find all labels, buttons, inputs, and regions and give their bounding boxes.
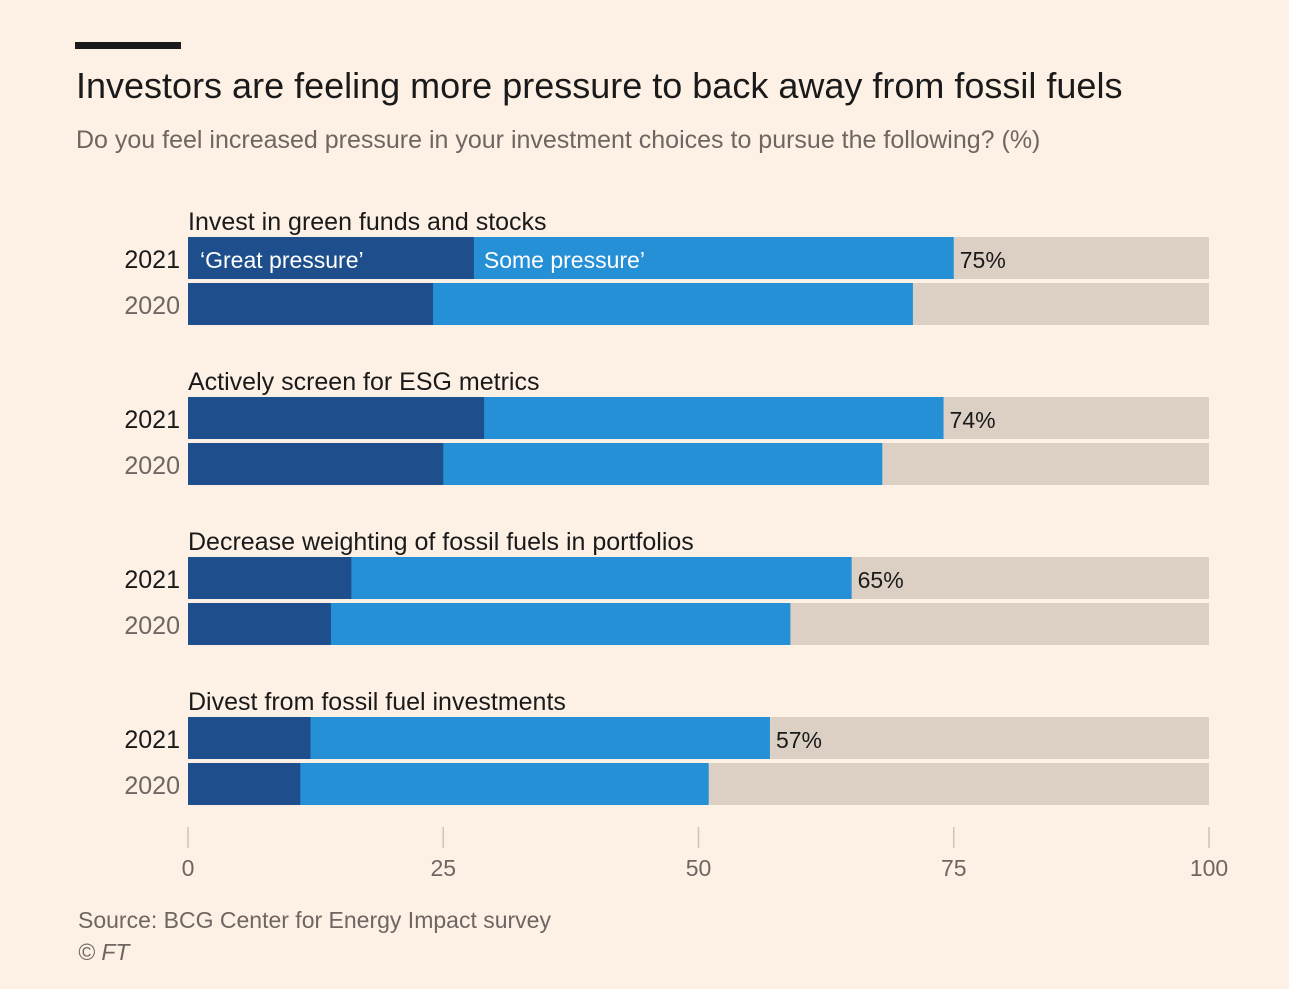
- bar-great-pressure: [188, 443, 444, 485]
- year-label: 2020: [124, 452, 180, 480]
- bar-great-pressure: [188, 557, 352, 599]
- stacked-bar-chart: Invest in green funds and stocks 2021 75% ‘…: [124, 208, 1228, 881]
- source-note: Source: BCG Center for Energy Impact sur…: [78, 907, 551, 933]
- year-label: 2020: [124, 772, 180, 800]
- x-tick-label: 0: [182, 855, 195, 881]
- title-accent-bar: [75, 42, 181, 49]
- legend-great-pressure: ‘Great pressure’: [200, 247, 364, 273]
- group-label: Actively screen for ESG metrics: [188, 368, 539, 396]
- chart-title: Investors are feeling more pressure to b…: [76, 65, 1123, 106]
- bar-great-pressure: [188, 763, 301, 805]
- x-tick-label: 100: [1190, 855, 1228, 881]
- legend-some-pressure: Some pressure’: [484, 247, 645, 273]
- year-label: 2021: [124, 406, 180, 434]
- bar-great-pressure: [188, 717, 311, 759]
- x-tick-label: 50: [686, 855, 712, 881]
- year-label: 2020: [124, 292, 180, 320]
- value-label: 75%: [960, 247, 1006, 273]
- bar-great-pressure: [188, 397, 485, 439]
- bar-great-pressure: [188, 603, 331, 645]
- x-tick-label: 75: [941, 855, 967, 881]
- bar-great-pressure: [188, 283, 434, 325]
- year-label: 2020: [124, 612, 180, 640]
- group-label: Divest from fossil fuel investments: [188, 688, 566, 716]
- group-label: Invest in green funds and stocks: [188, 208, 547, 236]
- value-label: 74%: [950, 407, 996, 433]
- chart-subtitle: Do you feel increased pressure in your i…: [76, 126, 1041, 154]
- bar-great-pressure: [188, 237, 474, 279]
- copyright-note: © FT: [78, 939, 130, 965]
- value-label: 57%: [776, 727, 822, 753]
- year-label: 2021: [124, 246, 180, 274]
- x-tick-label: 25: [430, 855, 456, 881]
- value-label: 65%: [858, 567, 904, 593]
- year-label: 2021: [124, 726, 180, 754]
- group-label: Decrease weighting of fossil fuels in po…: [188, 528, 694, 556]
- year-label: 2021: [124, 566, 180, 594]
